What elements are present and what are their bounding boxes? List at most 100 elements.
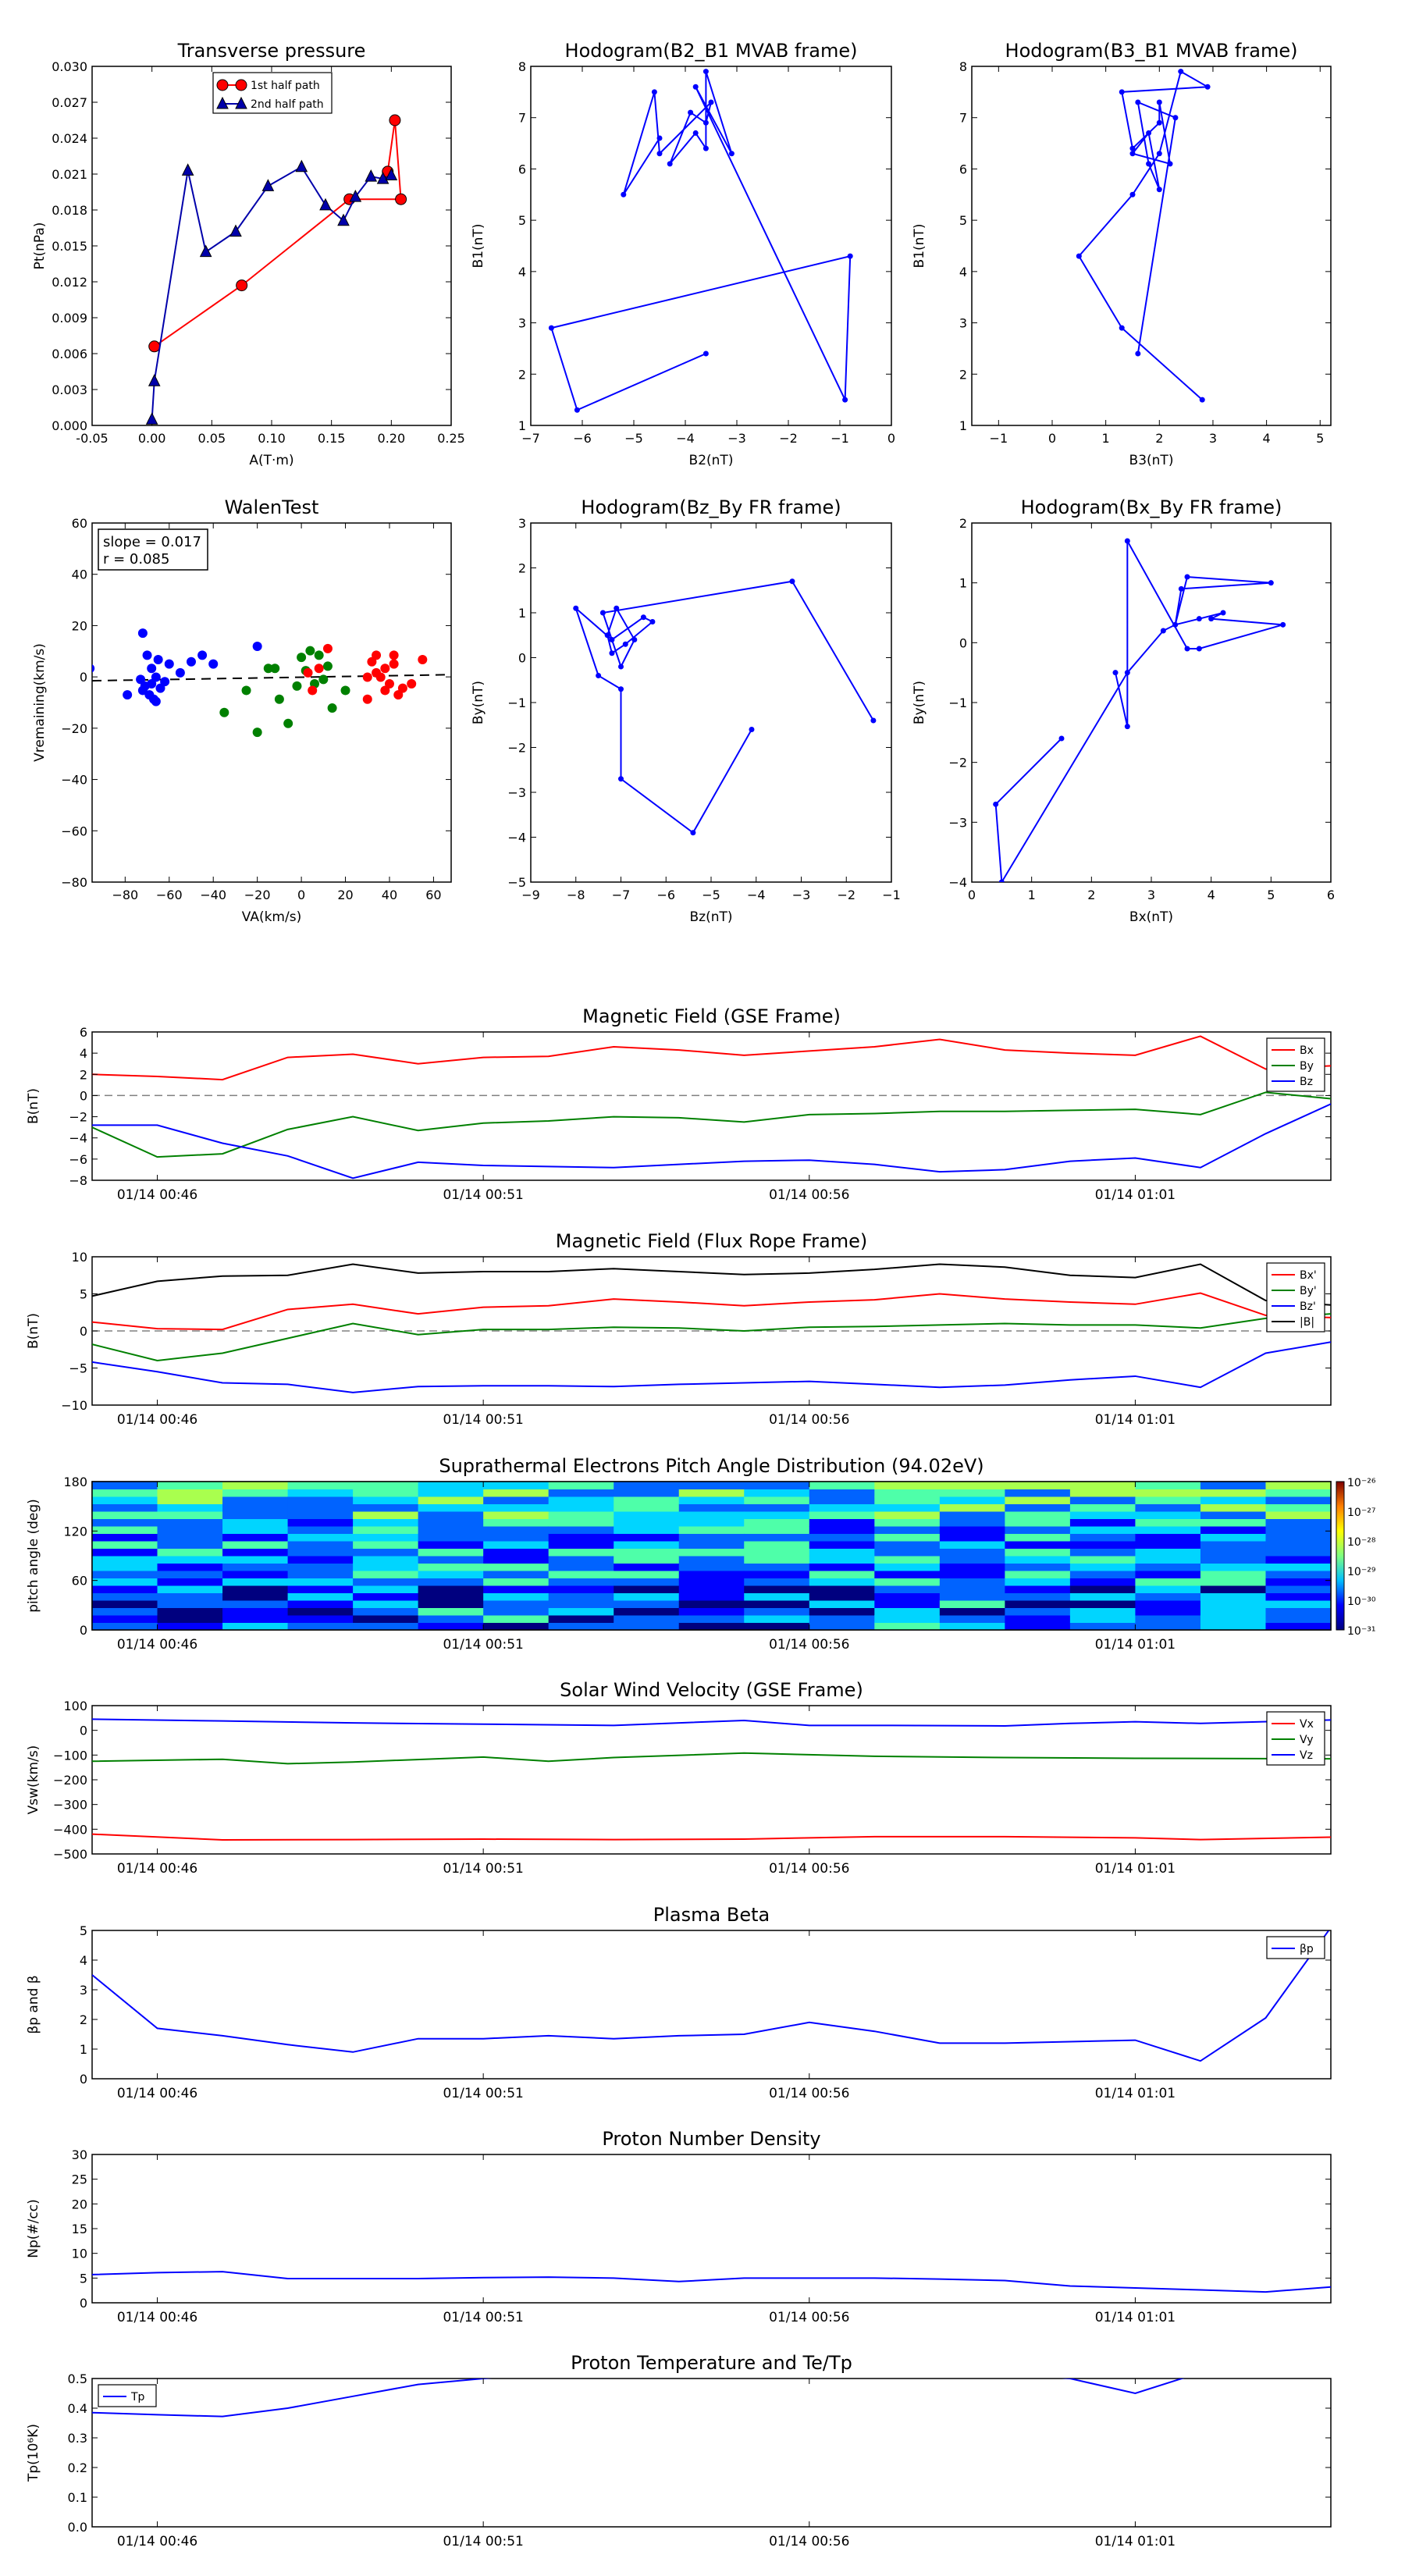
pad-cell — [483, 1607, 550, 1616]
pad-cell — [1200, 1489, 1266, 1497]
beta-xtick-label: 01/14 00:46 — [117, 2086, 197, 2101]
pad-cell — [548, 1489, 614, 1497]
hodo_b3b1-ytick-label: 8 — [959, 59, 967, 74]
walen-point-blue — [123, 690, 133, 700]
hodo_bxby-xtick-label: 6 — [1327, 888, 1335, 902]
pad-cell — [157, 1489, 223, 1497]
pad-cell — [1005, 1533, 1071, 1542]
hodo_b2b1-point — [702, 69, 709, 75]
pad-cell — [1200, 1563, 1266, 1571]
hodo_bzby-ytick-label: −3 — [507, 785, 526, 800]
mag_fr-xtick-label: 01/14 00:46 — [117, 1412, 197, 1428]
mag_fr-line-Bz' — [92, 1341, 1331, 1393]
hodo_b3b1-point — [1119, 89, 1125, 95]
tp-xtick-label: 01/14 00:56 — [769, 2534, 849, 2549]
pad-cell — [1265, 1511, 1331, 1519]
hodo_b2b1-xtick-label: −5 — [624, 431, 643, 446]
transverse_pressure-ytick-label: 0.030 — [52, 59, 87, 74]
hodo_b3b1-point — [1178, 69, 1184, 75]
pad-cell — [157, 1563, 223, 1571]
mag_gse-line-Bx — [92, 1035, 1331, 1081]
vsw-line-Vz — [92, 1718, 1331, 1727]
vsw-ylabel: Vsw(km/s) — [26, 1745, 41, 1815]
pad-cell — [809, 1489, 875, 1497]
hodo_bxby-point — [1124, 724, 1130, 730]
pad-cell — [874, 1571, 941, 1578]
mag_gse-ylabel: B(nT) — [26, 1088, 41, 1124]
hodo_bxby-xtick-label: 3 — [1147, 888, 1155, 902]
pad-cell — [483, 1600, 550, 1608]
hodo_bzby-ytick-label: −5 — [507, 875, 526, 890]
hodo_bxby-ytick-label: 2 — [959, 516, 967, 531]
pad-cell — [483, 1503, 550, 1512]
tp-ytick-label: 0.1 — [68, 2490, 87, 2505]
pad-cell — [418, 1585, 484, 1593]
walen-ytick-label: −80 — [61, 875, 87, 890]
mag_fr-xtick-label: 01/14 00:56 — [769, 1412, 849, 1428]
pad-cell — [1265, 1496, 1331, 1504]
transverse_pressure-legend-marker — [235, 79, 247, 91]
pad-cell — [418, 1607, 484, 1616]
pad-cell — [1005, 1511, 1071, 1519]
hodo_b3b1-point — [1172, 115, 1179, 121]
pad-cell — [287, 1533, 354, 1542]
mag_gse-line-Bz — [92, 1103, 1331, 1179]
hodo_bzby-xtick-label: −6 — [656, 888, 675, 902]
pad-cell — [353, 1578, 419, 1586]
walen-point-blue — [208, 659, 219, 669]
pad-cell — [157, 1607, 223, 1616]
hodo_bxby-axes: Hodogram(Bx_By FR frame) −4 −3 −2 −1 0 1 2 0 1 2 3 4… — [912, 496, 1335, 925]
hodo_bzby-ylabel: By(nT) — [471, 681, 486, 724]
walen-point-green — [305, 646, 315, 656]
pad-cell — [1265, 1571, 1331, 1578]
pad-cell — [222, 1607, 289, 1616]
pad-cell — [614, 1526, 680, 1534]
pad-cell — [614, 1615, 680, 1623]
transverse_pressure-point — [319, 197, 332, 211]
mag_gse-axes: Magnetic Field (GSE Frame) Bx By Bz −8 −6 −4 −2… — [26, 1005, 1332, 1203]
transverse_pressure-ylabel: Pt(nPa) — [32, 222, 48, 270]
hodo_bxby-ytick-label: −2 — [948, 756, 967, 770]
pad-cell — [157, 1578, 223, 1586]
vsw-ytick-label: −100 — [53, 1748, 87, 1763]
hodo_bzby-point — [870, 717, 877, 724]
walen-point-blue — [155, 683, 165, 693]
pad-cell — [1265, 1482, 1331, 1489]
mag_gse-ytick-label: −4 — [69, 1131, 87, 1146]
pad-cell — [418, 1541, 484, 1549]
pad-cell — [744, 1518, 810, 1527]
hodo_bxby-point — [1208, 616, 1215, 622]
pad-colorbar-label: 10⁻²⁹ — [1347, 1566, 1376, 1578]
pad-cell — [874, 1511, 941, 1519]
transverse_pressure-point — [148, 374, 161, 386]
pad-cell — [548, 1556, 614, 1564]
pad-cell — [1200, 1526, 1266, 1534]
pad-cell — [287, 1563, 354, 1571]
mag_fr-xtick-label: 01/14 00:51 — [443, 1412, 523, 1428]
hodo_bxby-point — [1280, 621, 1286, 628]
hodo_b2b1-point — [842, 397, 848, 403]
pad-cell — [548, 1615, 614, 1623]
pad-cell — [1265, 1541, 1331, 1549]
vsw-frame — [91, 1705, 1332, 1855]
pad-cell — [548, 1496, 614, 1504]
pad-cell — [1200, 1518, 1266, 1527]
pad-cell — [1005, 1518, 1071, 1527]
pad-cell — [418, 1563, 484, 1571]
tp-xtick-label: 01/14 00:46 — [117, 2534, 197, 2549]
pad-cell — [157, 1585, 223, 1593]
pad-cell — [1265, 1600, 1331, 1608]
hodo_b2b1-point — [651, 89, 657, 95]
density-line-Np — [92, 2271, 1331, 2293]
pad-cell — [874, 1541, 941, 1549]
vsw-ytick-label: 100 — [63, 1699, 87, 1713]
mag_gse-xtick-label: 01/14 01:01 — [1095, 1187, 1176, 1203]
pad-cell — [614, 1533, 680, 1542]
pad-cell — [92, 1496, 158, 1504]
walen-ytick-label: 60 — [72, 516, 87, 531]
pad-cell — [678, 1585, 745, 1593]
pad-cell — [874, 1615, 941, 1623]
pad-colorbar-label: 10⁻³¹ — [1347, 1625, 1375, 1638]
hodo_b3b1-point — [1129, 151, 1136, 157]
transverse_pressure-ytick-label: 0.000 — [52, 418, 87, 433]
